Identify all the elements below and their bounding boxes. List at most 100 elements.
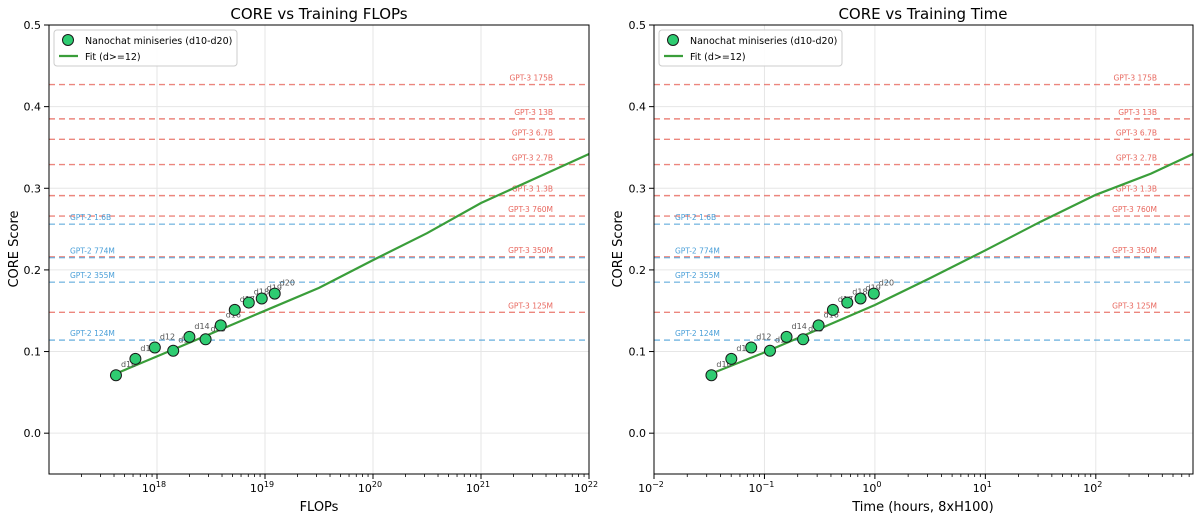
- data-point-d16: [214, 319, 227, 332]
- x-tick-label: 10−2: [638, 480, 664, 495]
- point-label-d10: d10: [716, 360, 731, 369]
- legend-label-points: Nanochat miniseries (d10-d20): [85, 36, 232, 47]
- x-tick-exponent: 0: [876, 480, 881, 489]
- y-tick-label: 0.0: [24, 427, 42, 440]
- y-tick-label: 0.4: [24, 101, 42, 114]
- data-point-d11: [725, 352, 738, 365]
- legend-marker-points: [62, 34, 74, 46]
- y-tick-label: 0.2: [629, 264, 647, 277]
- data-point-d13: [167, 344, 180, 357]
- chart-title-time: CORE vs Training Time: [838, 5, 1007, 23]
- gpt2-reference-label: GPT-2 355M: [675, 271, 720, 280]
- data-point-d19: [255, 292, 268, 305]
- point-label-d11: d11: [140, 344, 155, 353]
- point-label-d14: d14: [194, 322, 209, 331]
- x-tick-base: 10: [466, 482, 480, 495]
- point-label-d18: d18: [852, 288, 867, 297]
- x-tick-label: 10−1: [749, 480, 775, 495]
- data-point-d10: [109, 369, 122, 382]
- gpt3-reference-label: GPT-3 1.3B: [1116, 185, 1157, 194]
- gpt3-reference-label: GPT-3 760M: [508, 205, 553, 214]
- x-tick-exponent: 18: [156, 480, 166, 489]
- data-point-d14: [183, 330, 196, 343]
- y-tick-label: 0.1: [629, 346, 647, 359]
- x-tick-label: 102: [1083, 480, 1102, 495]
- chart-panel-flops: CORE vs Training FLOPs FLOPs CORE Score …: [7, 5, 598, 515]
- x-tick-exponent: 19: [264, 480, 274, 489]
- y-axis-label-flops: CORE Score: [7, 210, 22, 287]
- y-tick-label: 0.5: [629, 19, 647, 32]
- y-axis-label-time: CORE Score: [611, 210, 626, 287]
- data-point-d20: [867, 287, 880, 300]
- data-point-d15: [797, 333, 810, 346]
- data-point-d11: [129, 352, 142, 365]
- x-tick-label: 1021: [466, 480, 490, 495]
- gpt3-reference-label: GPT-3 6.7B: [512, 128, 553, 137]
- x-tick-exponent: −1: [763, 480, 775, 489]
- plot-area-time: GPT-3 175B GPT-3 13B GPT-3 6.7B GPT-3 2.7B G…: [629, 19, 1194, 495]
- gpt2-reference-label: GPT-2 124M: [70, 329, 115, 338]
- point-label-d12: d12: [756, 332, 771, 341]
- x-tick-base: 10: [142, 482, 156, 495]
- legend-label-points: Nanochat miniseries (d10-d20): [690, 36, 837, 47]
- gpt3-reference-label: GPT-3 1.3B: [512, 185, 553, 194]
- data-point-d19: [854, 292, 867, 305]
- x-tick-label: 100: [862, 480, 881, 495]
- data-point-d18: [242, 296, 255, 309]
- x-tick-base: 10: [1083, 482, 1097, 495]
- x-tick-exponent: 20: [372, 480, 382, 489]
- gpt3-reference-label: GPT-3 6.7B: [1116, 128, 1157, 137]
- y-tick-label: 0.0: [629, 427, 647, 440]
- point-label-d10: d10: [121, 360, 136, 369]
- x-tick-base: 10: [358, 482, 372, 495]
- gpt3-reference-label: GPT-3 13B: [514, 108, 553, 117]
- data-point-d18: [841, 296, 854, 309]
- data-point-d12: [148, 341, 161, 354]
- data-point-d10: [705, 369, 718, 382]
- gpt3-reference-label: GPT-3 175B: [1113, 74, 1157, 83]
- x-tick-label: 1019: [250, 480, 274, 495]
- x-tick-base: 10: [749, 482, 763, 495]
- y-tick-label: 0.4: [629, 101, 647, 114]
- gpt3-reference-label: GPT-3 350M: [508, 246, 553, 255]
- x-tick-exponent: 22: [588, 480, 598, 489]
- gpt2-reference-label: GPT-2 1.6B: [675, 213, 716, 222]
- data-point-d13: [763, 344, 776, 357]
- gpt3-reference-label: GPT-3 350M: [1112, 246, 1157, 255]
- y-tick-label: 0.2: [24, 264, 42, 277]
- legend-label-fit: Fit (d>=12): [85, 52, 141, 63]
- x-tick-label: 1022: [574, 480, 598, 495]
- point-label-d14: d14: [792, 322, 807, 331]
- legend-box: [53, 29, 238, 67]
- gpt3-reference-label: GPT-3 760M: [1112, 205, 1157, 214]
- x-tick-exponent: 1: [987, 480, 992, 489]
- axes-frame: [48, 24, 590, 475]
- x-tick-exponent: −2: [652, 480, 664, 489]
- legend-label-fit: Fit (d>=12): [690, 52, 746, 63]
- data-point-d20: [268, 287, 281, 300]
- point-label-d20: d20: [280, 279, 295, 288]
- gpt2-reference-label: GPT-2 774M: [675, 247, 720, 256]
- gpt3-reference-label: GPT-3 2.7B: [512, 154, 553, 163]
- data-point-d15: [199, 333, 212, 346]
- gpt3-reference-label: GPT-3 125M: [508, 301, 553, 310]
- legend-marker-points: [667, 34, 679, 46]
- y-tick-label: 0.5: [24, 19, 42, 32]
- point-label-d20: d20: [879, 279, 894, 288]
- legend-box: [658, 29, 843, 67]
- chart-panel-time: CORE vs Training Time Time (hours, 8xH10…: [611, 5, 1194, 515]
- point-label-d12: d12: [160, 332, 175, 341]
- x-tick-label: 1018: [142, 480, 166, 495]
- data-point-d12: [745, 341, 758, 354]
- data-point-d16: [812, 319, 825, 332]
- data-point-d17: [826, 303, 839, 316]
- gpt3-reference-label: GPT-3 13B: [1118, 108, 1157, 117]
- gpt2-reference-label: GPT-2 1.6B: [70, 213, 111, 222]
- y-tick-label: 0.3: [24, 182, 42, 195]
- x-tick-base: 10: [862, 482, 876, 495]
- gpt3-reference-label: GPT-3 2.7B: [1116, 154, 1157, 163]
- chart-title-flops: CORE vs Training FLOPs: [230, 5, 407, 23]
- x-tick-exponent: 21: [480, 480, 490, 489]
- x-tick-base: 10: [973, 482, 987, 495]
